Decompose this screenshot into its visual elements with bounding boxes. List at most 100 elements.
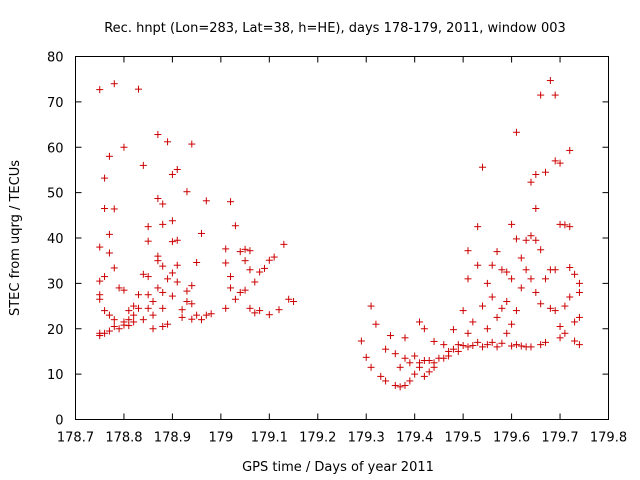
data-point xyxy=(101,174,109,182)
data-point xyxy=(454,341,462,349)
data-point xyxy=(236,248,244,256)
x-tick-label: 179.8 xyxy=(590,431,627,446)
x-tick-label: 179.3 xyxy=(348,431,385,446)
data-point xyxy=(173,236,181,244)
data-point xyxy=(503,329,511,337)
data-point xyxy=(101,307,109,315)
y-tick-label: 10 xyxy=(47,368,64,383)
data-point xyxy=(159,322,167,330)
data-point xyxy=(416,363,424,371)
data-point xyxy=(168,292,176,300)
data-point xyxy=(197,316,205,324)
data-point xyxy=(571,270,579,278)
data-point xyxy=(168,269,176,277)
data-point xyxy=(188,282,196,290)
data-point xyxy=(193,311,201,319)
data-point xyxy=(183,298,191,306)
data-point xyxy=(498,339,506,347)
data-point xyxy=(110,322,118,330)
x-tick-label: 179.2 xyxy=(299,431,336,446)
y-tick-label: 30 xyxy=(47,277,64,292)
data-point xyxy=(464,343,472,351)
data-point xyxy=(125,322,133,330)
data-point xyxy=(575,288,583,296)
data-point xyxy=(115,325,123,333)
x-tick-label: 179.7 xyxy=(541,431,578,446)
data-point xyxy=(449,326,457,334)
data-point xyxy=(227,284,235,292)
data-point xyxy=(542,168,550,176)
y-tick-label: 60 xyxy=(47,141,64,156)
data-point xyxy=(270,253,278,261)
data-point xyxy=(401,354,409,362)
data-point xyxy=(508,275,516,283)
x-axis-ticks: 178.7 178.8 178.9 179 179.1 179.2 179.3 179.4 17… xyxy=(57,56,627,446)
data-point xyxy=(96,243,104,251)
data-point xyxy=(575,279,583,287)
data-point xyxy=(164,275,172,283)
x-tick-label: 179.4 xyxy=(396,431,433,446)
data-point xyxy=(512,235,520,243)
data-point xyxy=(532,236,540,244)
data-point xyxy=(125,316,133,324)
data-point xyxy=(522,266,530,274)
data-point xyxy=(406,359,414,367)
data-point xyxy=(546,77,554,85)
data-point xyxy=(411,370,419,378)
x-tick-label: 178.7 xyxy=(57,431,94,446)
data-point xyxy=(488,293,496,301)
data-point xyxy=(537,91,545,99)
data-point xyxy=(367,302,375,310)
data-point xyxy=(391,381,399,389)
data-point xyxy=(193,259,201,267)
data-point xyxy=(537,246,545,254)
data-point xyxy=(202,197,210,205)
data-point xyxy=(96,277,104,285)
y-tick-label: 50 xyxy=(47,187,64,202)
data-point xyxy=(483,279,491,287)
data-point xyxy=(227,273,235,281)
data-point xyxy=(459,307,467,315)
data-point xyxy=(469,318,477,326)
data-point xyxy=(101,329,109,337)
data-point xyxy=(130,318,138,326)
plot-frame xyxy=(75,56,609,420)
data-point xyxy=(188,315,196,323)
data-point xyxy=(512,128,520,136)
data-point xyxy=(440,354,448,362)
data-point xyxy=(105,230,113,238)
data-point xyxy=(241,245,249,253)
data-point xyxy=(449,345,457,353)
data-point xyxy=(159,220,167,228)
data-point xyxy=(430,337,438,345)
data-point xyxy=(517,284,525,292)
data-point xyxy=(566,146,574,154)
data-point xyxy=(416,318,424,326)
data-point xyxy=(479,343,487,351)
data-point xyxy=(159,304,167,312)
data-point xyxy=(96,86,104,94)
data-point xyxy=(144,273,152,281)
data-point xyxy=(159,288,167,296)
data-point xyxy=(571,318,579,326)
data-point xyxy=(168,217,176,225)
data-point xyxy=(479,163,487,171)
data-point xyxy=(420,325,428,333)
data-point xyxy=(178,306,186,314)
data-point xyxy=(512,341,520,349)
data-point xyxy=(474,223,482,231)
data-point xyxy=(561,329,569,337)
data-point xyxy=(488,338,496,346)
data-point xyxy=(222,259,230,267)
y-tick-label: 0 xyxy=(55,414,63,429)
data-point xyxy=(110,205,118,213)
data-point xyxy=(183,287,191,295)
data-point xyxy=(377,372,385,380)
data-point xyxy=(401,334,409,342)
data-point xyxy=(503,298,511,306)
data-point xyxy=(149,311,157,319)
y-tick-label: 40 xyxy=(47,232,64,247)
data-point xyxy=(130,311,138,319)
data-point xyxy=(188,140,196,148)
